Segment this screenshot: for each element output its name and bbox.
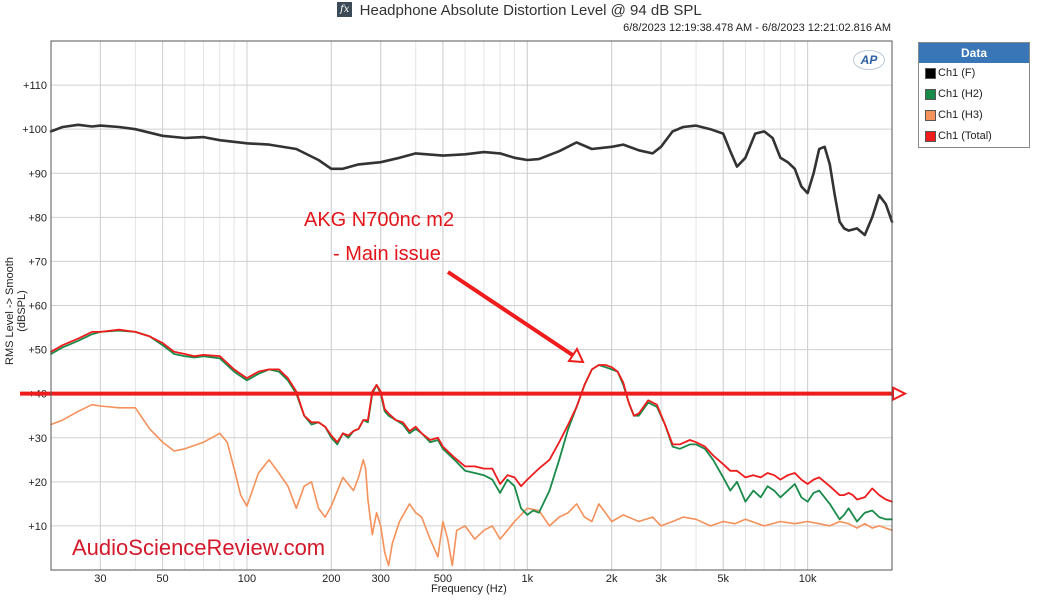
legend-swatch <box>925 68 936 79</box>
legend-item[interactable]: Ch1 (Total) <box>919 126 1029 147</box>
legend-label: Ch1 (Total) <box>938 130 992 142</box>
legend-label: Ch1 (H2) <box>938 88 983 100</box>
y-tick-label: +100 <box>22 124 47 136</box>
legend-swatch <box>925 110 936 121</box>
legend-item[interactable]: Ch1 (H3) <box>919 105 1029 126</box>
annotation-line-2: - Main issue <box>333 243 441 265</box>
y-tick-label: +10 <box>28 521 47 533</box>
x-tick-label: 300 <box>372 573 390 585</box>
x-axis-title: Frequency (Hz) <box>431 583 507 595</box>
legend-item[interactable]: Ch1 (H2) <box>919 84 1029 105</box>
timestamp-range: 6/8/2023 12:19:38.478 AM - 6/8/2023 12:2… <box>623 22 891 34</box>
x-tick-label: 30 <box>94 573 106 585</box>
x-tick-label: 200 <box>322 573 340 585</box>
x-tick-label: 10k <box>799 573 817 585</box>
annotation-line-1: AKG N700nc m2 <box>304 209 455 231</box>
annotation-arrow-line <box>446 270 576 358</box>
reference-arrowhead <box>892 386 908 402</box>
y-axis-title: RMS Level -> Smooth (dBSPL) <box>4 257 28 365</box>
legend-title: Data <box>919 43 1029 63</box>
y-tick-label: +20 <box>28 477 47 489</box>
x-tick-label: 2k <box>606 573 618 585</box>
y-tick-label: +30 <box>28 433 47 445</box>
legend-label: Ch1 (H3) <box>938 109 983 121</box>
fx-icon[interactable]: fx <box>337 2 353 17</box>
plot-area-border <box>50 40 893 571</box>
x-tick-label: 5k <box>717 573 729 585</box>
ap-logo: AP <box>853 50 885 70</box>
x-tick-label: 1k <box>521 573 533 585</box>
y-tick-label: +90 <box>28 168 47 180</box>
x-tick-label: 500 <box>434 573 452 585</box>
legend-panel: Data Ch1 (F) Ch1 (H2) Ch1 (H3) Ch1 (Tota… <box>918 42 1030 148</box>
y-tick-label: +110 <box>23 80 47 92</box>
x-tick-label: 50 <box>156 573 168 585</box>
chart-title: Headphone Absolute Distortion Level @ 94… <box>359 2 702 19</box>
watermark: AudioScienceReview.com <box>72 535 326 560</box>
legend-swatch <box>925 89 936 100</box>
annotation-arrowhead <box>567 346 585 364</box>
legend-item[interactable]: Ch1 (F) <box>919 63 1029 84</box>
y-tick-label: +60 <box>28 301 47 313</box>
legend-swatch <box>925 131 936 142</box>
annotation-layer <box>20 270 908 402</box>
x-tick-label: 100 <box>238 573 256 585</box>
y-tick-label: +80 <box>28 212 47 224</box>
y-tick-labels: +10+20+30+40+50+60+70+80+90+100+110 <box>22 80 47 533</box>
y-tick-label: +50 <box>28 345 47 357</box>
x-tick-label: 3k <box>655 573 667 585</box>
series-layer <box>49 123 894 567</box>
x-tick-labels: 30 50 100 200 300 500 1k 2k 3k 5k 10k <box>94 573 817 585</box>
series-line <box>50 403 893 567</box>
y-tick-label: +70 <box>28 256 47 268</box>
series-line <box>50 329 893 523</box>
series-line <box>49 123 894 237</box>
title-row: fx Headphone Absolute Distortion Level @… <box>0 0 1039 22</box>
series-line <box>50 328 893 503</box>
legend-label: Ch1 (F) <box>938 67 976 79</box>
